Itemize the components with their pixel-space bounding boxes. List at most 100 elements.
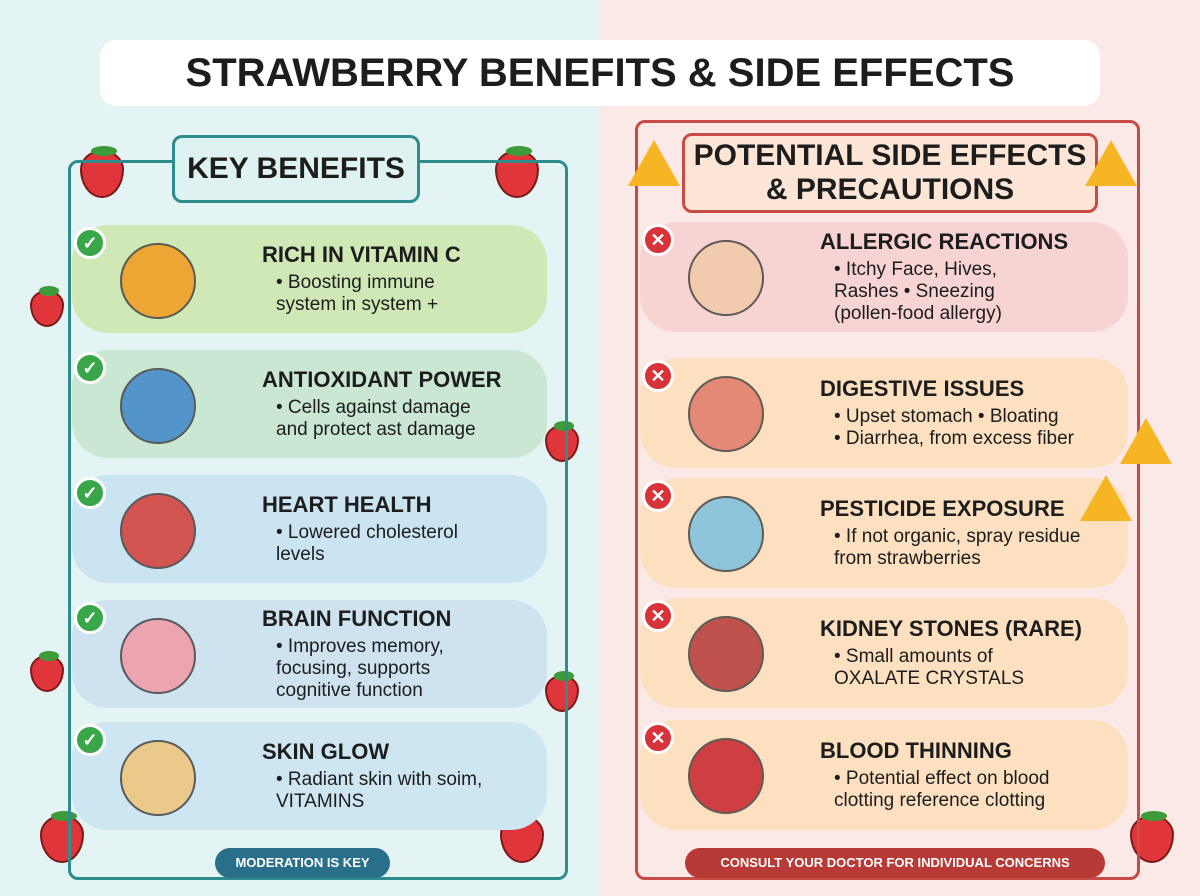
cross-icon: ✕ bbox=[642, 480, 674, 512]
check-icon: ✓ bbox=[74, 352, 106, 384]
panel-frame bbox=[635, 120, 1140, 880]
item-illustration bbox=[120, 368, 196, 444]
check-icon: ✓ bbox=[74, 227, 106, 259]
cross-icon: ✕ bbox=[642, 224, 674, 256]
item-card: ✓ RICH IN VITAMIN C • Boosting immune syste… bbox=[72, 225, 547, 333]
item-title: DIGESTIVE ISSUES bbox=[820, 376, 1025, 401]
strawberry-icon bbox=[545, 421, 579, 463]
item-illustration bbox=[688, 240, 764, 316]
item-line: focusing, supports bbox=[276, 658, 431, 679]
strawberry-icon bbox=[30, 286, 64, 328]
check-icon: ✓ bbox=[74, 602, 106, 634]
item-line: from strawberries bbox=[834, 548, 981, 569]
item-card: ✓ SKIN GLOW • Radiant skin with soim, VITAM… bbox=[72, 722, 547, 830]
item-card: ✕ KIDNEY STONES (RARE) • Small amounts of O… bbox=[640, 598, 1128, 708]
warning-icon bbox=[1085, 140, 1137, 186]
item-card: ✓ HEART HEALTH • Lowered cholesterol levels bbox=[72, 475, 547, 583]
item-illustration bbox=[120, 493, 196, 569]
item-card: ✕ PESTICIDE EXPOSURE • If not organic, spr… bbox=[640, 478, 1128, 588]
item-line: levels bbox=[276, 544, 325, 565]
item-line: OXALATE CRYSTALS bbox=[834, 668, 1025, 689]
item-card: ✓ BRAIN FUNCTION • Improves memory, focusin… bbox=[72, 600, 547, 708]
item-title: SKIN GLOW bbox=[262, 739, 390, 764]
strawberry-leaf bbox=[505, 146, 533, 156]
item-line: • Potential effect on blood bbox=[834, 768, 1050, 789]
item-line: (pollen-food allergy) bbox=[834, 303, 1002, 324]
item-illustration bbox=[688, 496, 764, 572]
item-text: HEART HEALTH • Lowered cholesterol levels bbox=[222, 475, 527, 583]
item-text: SKIN GLOW • Radiant skin with soim, VITAMI… bbox=[222, 722, 527, 830]
item-card: ✕ ALLERGIC REACTIONS • Itchy Face, Hives, R… bbox=[640, 222, 1128, 332]
item-title: ANTIOXIDANT POWER bbox=[262, 367, 502, 392]
cross-icon: ✕ bbox=[642, 360, 674, 392]
strawberry-icon bbox=[495, 146, 539, 199]
item-illustration bbox=[120, 618, 196, 694]
item-line: • Boosting immune bbox=[276, 272, 435, 293]
item-line: • Improves memory, bbox=[276, 636, 444, 657]
check-icon: ✓ bbox=[74, 477, 106, 509]
item-line: • Lowered cholesterol bbox=[276, 522, 458, 543]
panel-heading: KEY BENEFITS bbox=[187, 152, 405, 185]
item-line: • Radiant skin with soim, bbox=[276, 769, 483, 790]
panel-heading-box: KEY BENEFITS bbox=[172, 135, 420, 203]
item-line: • Upset stomach • Bloating bbox=[834, 406, 1059, 427]
strawberry-leaf bbox=[553, 671, 575, 681]
item-title: PESTICIDE EXPOSURE bbox=[820, 496, 1065, 521]
strawberry-icon bbox=[80, 146, 124, 199]
strawberry-leaf bbox=[1140, 811, 1168, 821]
item-illustration bbox=[120, 740, 196, 816]
item-line: • Cells against damage bbox=[276, 397, 471, 418]
strawberry-leaf bbox=[50, 811, 78, 821]
item-illustration bbox=[688, 616, 764, 692]
item-card: ✕ BLOOD THINNING • Potential effect on blo… bbox=[640, 720, 1128, 830]
item-text: ANTIOXIDANT POWER • Cells against damage a… bbox=[222, 350, 527, 458]
item-title: KIDNEY STONES (RARE) bbox=[820, 616, 1083, 641]
item-title: BRAIN FUNCTION bbox=[262, 606, 452, 631]
strawberry-leaf bbox=[90, 146, 118, 156]
strawberry-leaf bbox=[38, 651, 60, 661]
item-title: ALLERGIC REACTIONS bbox=[820, 229, 1069, 254]
panel-heading: POTENTIAL SIDE EFFECTS bbox=[693, 139, 1087, 172]
warning-icon bbox=[1120, 418, 1172, 464]
warning-icon bbox=[628, 140, 680, 186]
footer-pill: CONSULT YOUR DOCTOR FOR INDIVIDUAL CONCE… bbox=[685, 848, 1105, 878]
item-line: • Itchy Face, Hives, bbox=[834, 259, 997, 280]
item-line: • If not organic, spray residue bbox=[834, 526, 1081, 547]
footer-pill: MODERATION IS KEY bbox=[215, 848, 390, 878]
panel-heading: & PRECAUTIONS bbox=[765, 173, 1015, 206]
title: STRAWBERRY BENEFITS & SIDE EFFECTS bbox=[185, 51, 1015, 95]
item-card: ✕ DIGESTIVE ISSUES • Upset stomach • Bloat… bbox=[640, 358, 1128, 468]
cross-icon: ✕ bbox=[642, 722, 674, 754]
warning-icon bbox=[1080, 475, 1132, 521]
item-line: clotting reference clotting bbox=[834, 790, 1046, 811]
strawberry-leaf bbox=[553, 421, 575, 431]
item-line: and protect ast damage bbox=[276, 419, 476, 440]
strawberry-icon bbox=[40, 811, 84, 864]
check-icon: ✓ bbox=[74, 724, 106, 756]
item-text: BLOOD THINNING • Potential effect on bloo… bbox=[790, 720, 1108, 830]
title-box bbox=[100, 40, 1100, 106]
item-line: • Small amounts of bbox=[834, 646, 993, 667]
item-card: ✓ ANTIOXIDANT POWER • Cells against damage… bbox=[72, 350, 547, 458]
strawberry-icon bbox=[30, 651, 64, 693]
panel-heading-box: POTENTIAL SIDE EFFECTS & PRECAUTIONS bbox=[682, 133, 1098, 213]
cross-icon: ✕ bbox=[642, 600, 674, 632]
strawberry-icon bbox=[545, 671, 579, 713]
item-line: system in system + bbox=[276, 294, 439, 315]
item-illustration bbox=[120, 243, 196, 319]
item-illustration bbox=[688, 376, 764, 452]
item-illustration bbox=[688, 738, 764, 814]
item-line: • Diarrhea, from excess fiber bbox=[834, 428, 1075, 449]
item-text: ALLERGIC REACTIONS • Itchy Face, Hives, Ra… bbox=[790, 222, 1108, 332]
item-text: PESTICIDE EXPOSURE • If not organic, spra… bbox=[790, 478, 1108, 588]
item-line: VITAMINS bbox=[276, 791, 365, 812]
item-text: RICH IN VITAMIN C • Boosting immune system… bbox=[222, 225, 527, 333]
item-line: Rashes • Sneezing bbox=[834, 281, 995, 302]
item-title: RICH IN VITAMIN C bbox=[262, 242, 461, 267]
item-text: BRAIN FUNCTION • Improves memory, focusing… bbox=[222, 600, 527, 708]
item-text: KIDNEY STONES (RARE) • Small amounts of OX… bbox=[790, 598, 1108, 708]
strawberry-leaf bbox=[38, 286, 60, 296]
item-title: BLOOD THINNING bbox=[820, 738, 1012, 763]
